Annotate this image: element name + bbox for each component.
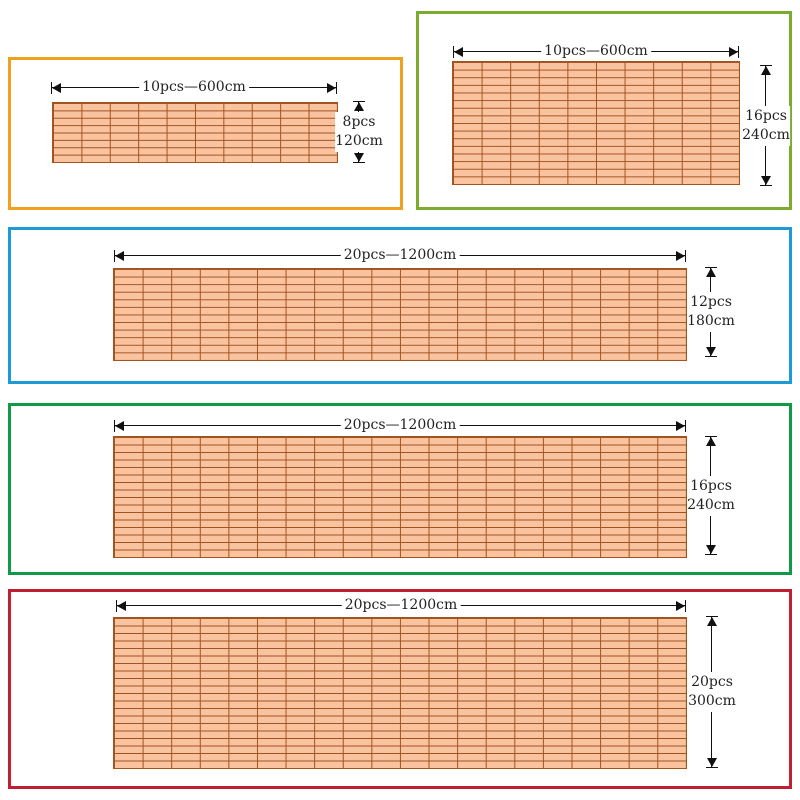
- height-pcs: 8pcs: [342, 114, 376, 130]
- width-dimension: 20pcs—1200cm: [116, 597, 686, 613]
- width-label: 10pcs—600cm: [541, 43, 651, 59]
- height-cm: 300cm: [688, 693, 736, 709]
- width-label: 20pcs—1200cm: [340, 417, 460, 433]
- height-label: 12pcs 180cm: [687, 292, 735, 332]
- width-label: 20pcs—1200cm: [340, 247, 460, 263]
- panel-2: 10pcs—600cm 16pcs 240cm: [416, 11, 792, 210]
- height-label: 20pcs 300cm: [688, 672, 736, 712]
- height-label: 8pcs 120cm: [335, 112, 383, 152]
- height-dimension: 16pcs 240cm: [742, 65, 790, 186]
- panel-4: 20pcs—1200cm 16pcs 240cm: [8, 403, 792, 575]
- tile-grid: [113, 617, 687, 769]
- height-dimension: 8pcs 120cm: [335, 101, 383, 163]
- tile-grid: [452, 61, 740, 185]
- width-dimension: 20pcs—1200cm: [114, 417, 686, 433]
- height-cm: 120cm: [335, 133, 383, 149]
- height-pcs: 12pcs: [690, 294, 732, 310]
- height-label: 16pcs 240cm: [742, 105, 790, 146]
- width-label: 10pcs—600cm: [139, 79, 249, 95]
- width-dimension: 10pcs—600cm: [453, 43, 739, 59]
- width-dimension: 10pcs—600cm: [51, 79, 337, 95]
- height-dimension: 20pcs 300cm: [688, 616, 736, 768]
- panel-1: 10pcs—600cm 8pcs 120cm: [8, 57, 403, 210]
- height-pcs: 16pcs: [690, 477, 732, 494]
- tile-grid: [113, 268, 687, 361]
- width-dimension: 20pcs—1200cm: [114, 247, 686, 263]
- tile-grid: [52, 102, 338, 163]
- height-pcs: 20pcs: [691, 674, 733, 690]
- panel-5: 20pcs—1200cm 20pcs 300cm: [8, 589, 792, 789]
- height-cm: 240cm: [742, 126, 790, 143]
- height-cm: 240cm: [687, 496, 735, 513]
- tile-grid: [113, 436, 687, 558]
- width-label: 20pcs—1200cm: [341, 597, 461, 613]
- panel-3: 20pcs—1200cm 12pcs 180cm: [8, 227, 792, 384]
- height-pcs: 16pcs: [745, 107, 787, 124]
- height-dimension: 16pcs 240cm: [687, 436, 735, 555]
- height-cm: 180cm: [687, 313, 735, 329]
- height-label: 16pcs 240cm: [687, 475, 735, 516]
- height-dimension: 12pcs 180cm: [687, 267, 735, 357]
